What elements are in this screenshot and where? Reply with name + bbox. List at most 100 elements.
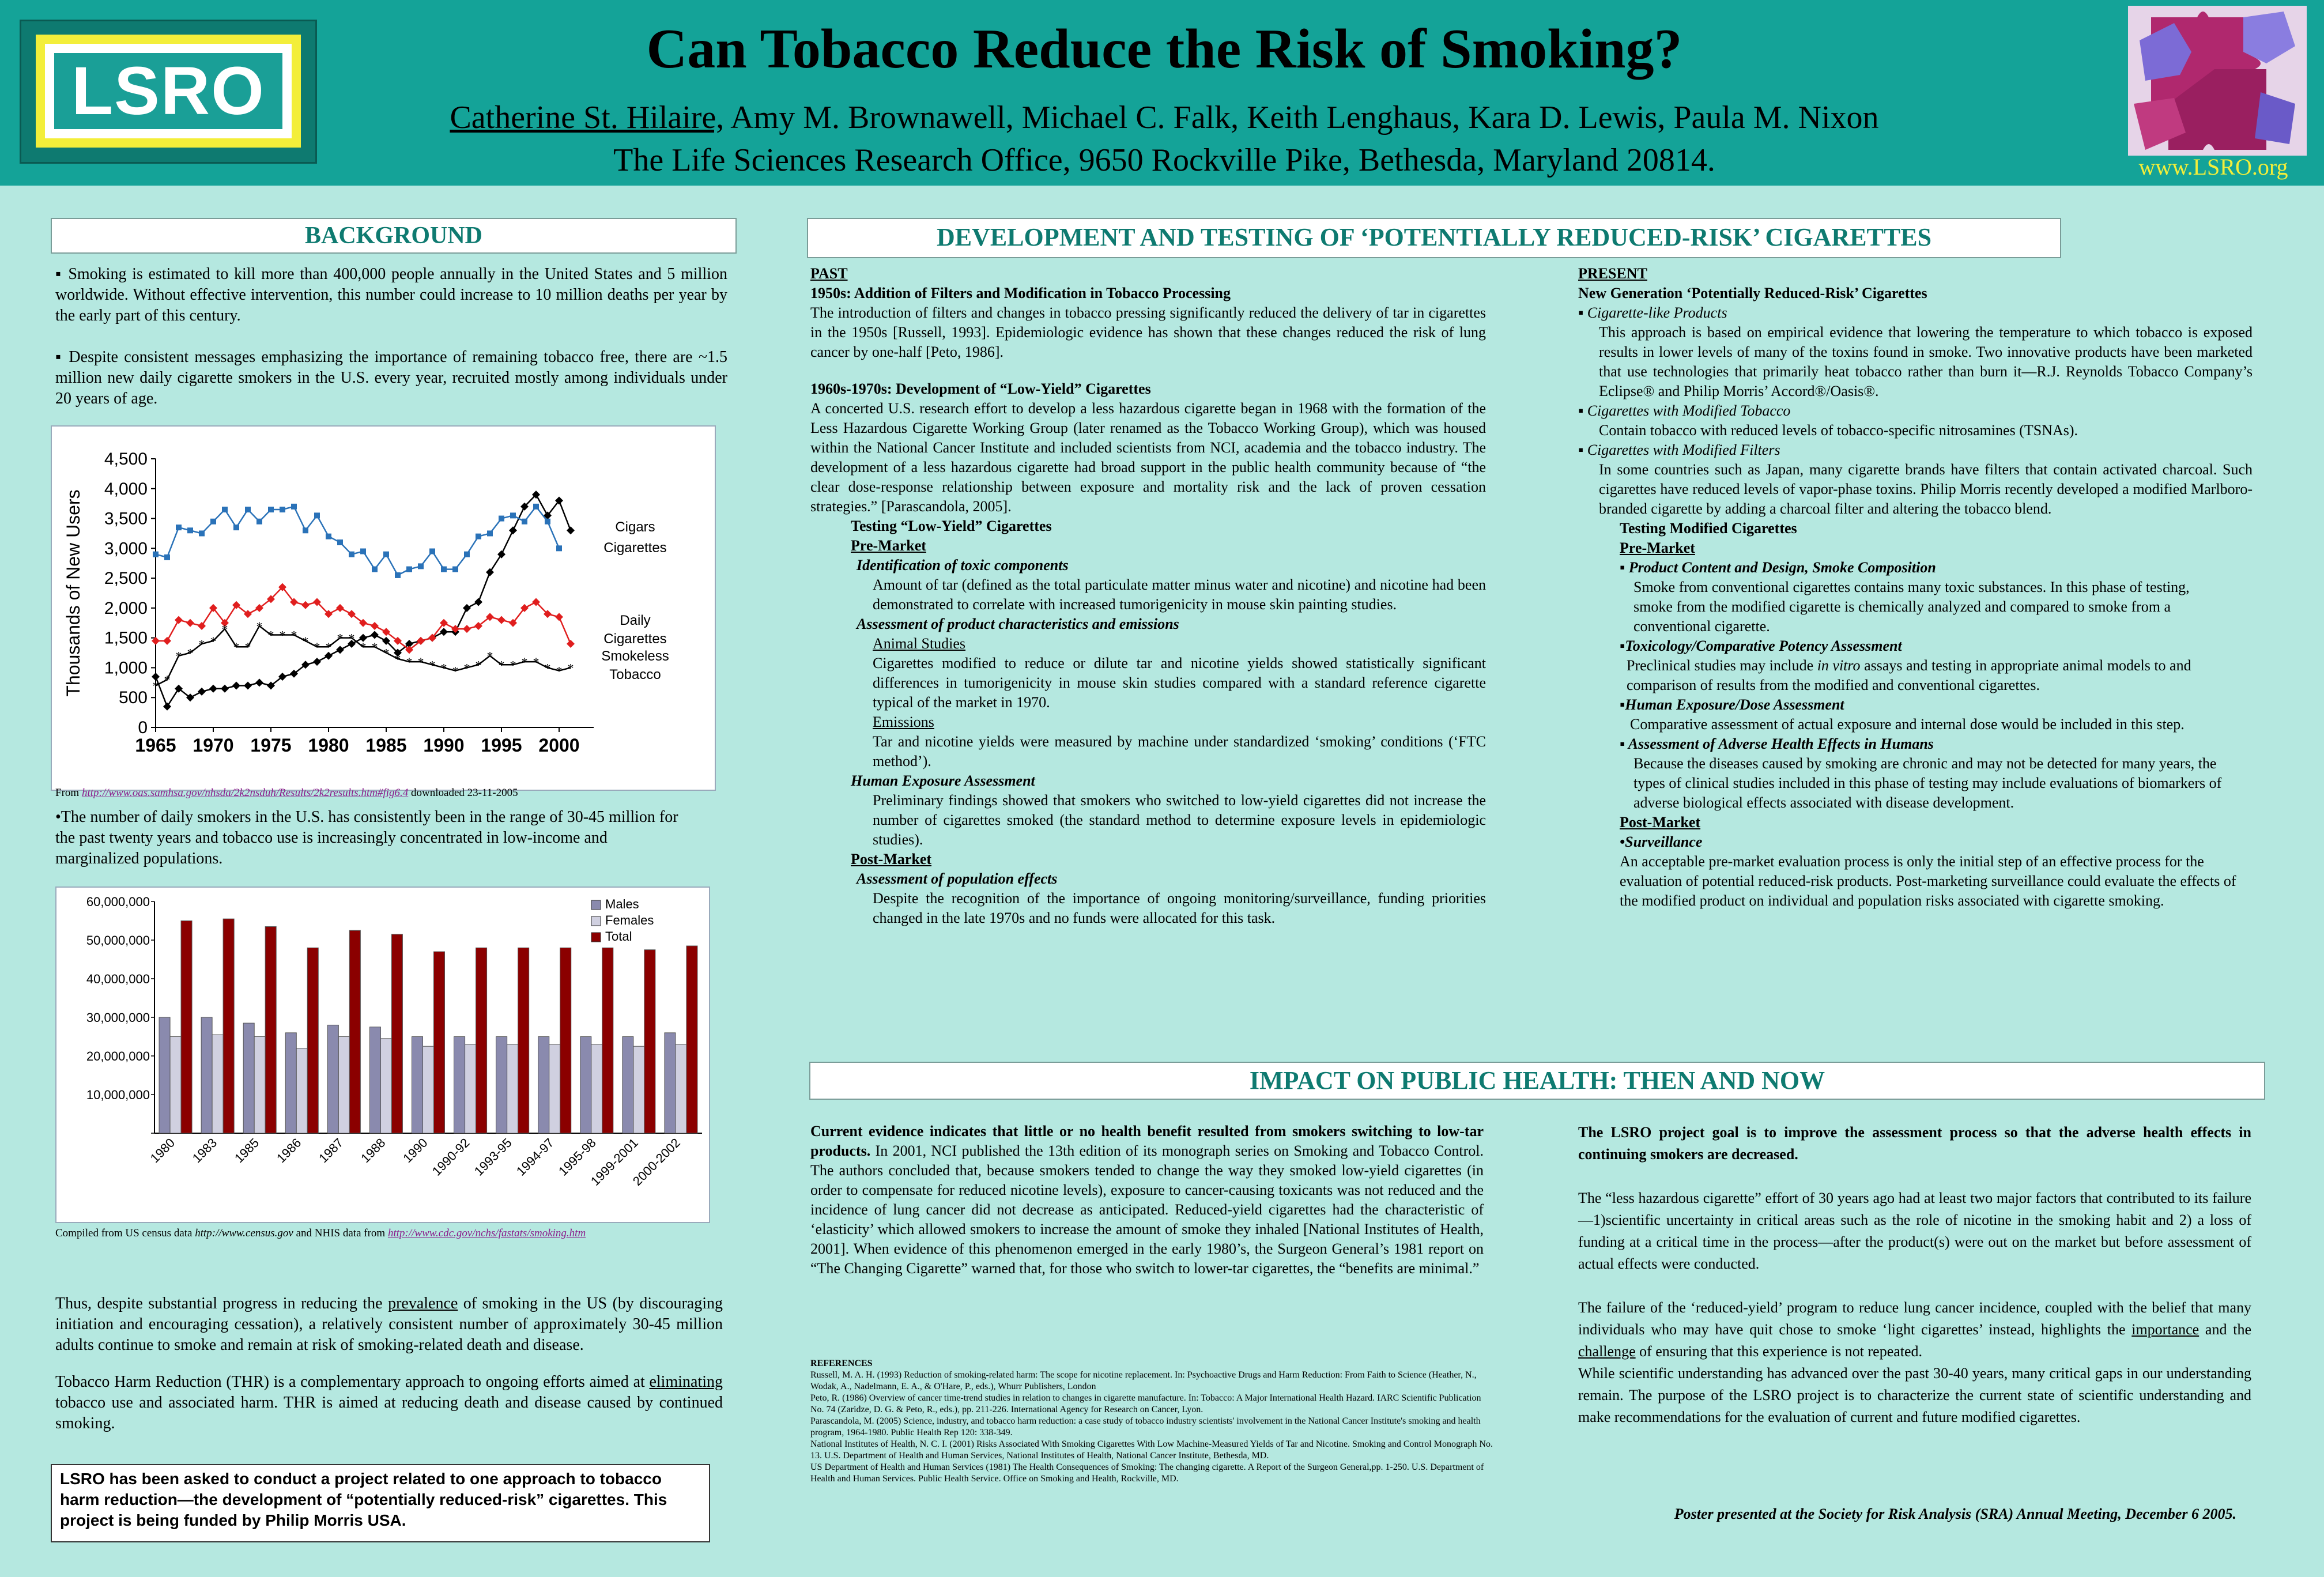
series-line — [154, 493, 572, 708]
data-point — [336, 603, 344, 612]
data-point — [221, 684, 229, 693]
data-point: * — [383, 646, 390, 661]
population-effects-heading: Assessment of population effects — [857, 870, 1058, 887]
product-content-label: Product Content and Design, Smoke Compos… — [1628, 559, 1936, 576]
emissions-label: Emissions — [873, 714, 934, 730]
data-point: * — [256, 619, 263, 633]
x-tick-label: 1994-97 — [514, 1135, 557, 1179]
bar — [369, 1027, 381, 1134]
data-point — [303, 527, 308, 534]
bar — [602, 947, 614, 1134]
data-point — [336, 646, 344, 654]
data-point: * — [164, 673, 171, 687]
legend-label: Smokeless — [601, 648, 669, 664]
bar — [496, 1036, 508, 1134]
data-point — [153, 551, 159, 557]
post-market-label-2: Post-Market — [1620, 814, 1701, 831]
source-link-samhsa[interactable]: http://www.oas.samhsa.gov/nhsda/2k2nsduh… — [81, 787, 409, 799]
source-link-census[interactable]: http://www.census.gov — [195, 1227, 293, 1239]
toxicology-para: Preclinical studies may include in vitro… — [1578, 656, 2253, 695]
bar — [254, 1036, 266, 1134]
data-point: * — [533, 655, 540, 669]
p5-part-b: tobacco use and associated harm. THR is … — [55, 1394, 723, 1432]
data-point: * — [522, 655, 528, 669]
x-tick-label: 1970 — [193, 735, 233, 756]
data-point — [267, 595, 275, 603]
data-point — [405, 646, 413, 654]
series-line — [155, 625, 571, 686]
data-point: * — [556, 664, 563, 678]
bar — [307, 947, 319, 1134]
legend-label: Tobacco — [609, 667, 661, 682]
heading-1960s: 1960s-1970s: Development of “Low-Yield” … — [810, 380, 1151, 397]
reference-item: Russell, M. A. H. (1993) Reduction of sm… — [810, 1370, 1477, 1391]
surveillance-heading: •Surveillance — [1620, 833, 1703, 850]
data-point — [163, 636, 171, 645]
background-p3: •The number of daily smokers in the U.S.… — [55, 808, 678, 867]
bar — [644, 949, 656, 1134]
logo-text: LSRO — [54, 53, 282, 129]
source-prefix: From — [55, 787, 82, 799]
data-point — [301, 601, 310, 609]
modified-filters-label: Cigarettes with Modified Filters — [1587, 442, 1780, 458]
data-point — [360, 548, 366, 554]
data-point — [349, 551, 354, 557]
data-point — [255, 603, 263, 612]
p2-middle: and the — [2199, 1321, 2251, 1338]
data-point — [545, 518, 550, 525]
development-past: PAST 1950s: Addition of Filters and Modi… — [810, 264, 1486, 928]
data-point — [441, 566, 447, 572]
bar — [454, 1036, 466, 1134]
data-point — [544, 610, 552, 618]
bar — [465, 1044, 477, 1134]
y-tick-label: 50,000,000 — [86, 933, 150, 948]
x-tick-label: 1990-92 — [429, 1135, 473, 1179]
data-point — [198, 621, 206, 630]
x-tick-label: 2000 — [538, 735, 579, 756]
bar-chart: 10,000,000 20,000,000 30,000,000 40,000,000… — [55, 886, 710, 1223]
data-point: * — [568, 661, 574, 675]
x-tick-label: 1975 — [250, 735, 291, 756]
data-point — [474, 598, 482, 606]
data-point — [290, 669, 298, 678]
data-point — [532, 491, 540, 499]
data-point — [532, 598, 540, 606]
data-point — [394, 636, 402, 645]
y-tick-label: 1,000 — [104, 658, 148, 677]
toxicology-heading: ▪Toxicology/Comparative Potency Assessme… — [1620, 637, 1902, 654]
bar — [159, 1017, 171, 1134]
bar — [349, 930, 361, 1134]
legend-label: Daily — [620, 613, 650, 628]
data-point: * — [406, 655, 413, 669]
data-point — [544, 511, 552, 520]
data-point — [383, 551, 389, 557]
references: REFERENCES Russell, M. A. H. (1993) Redu… — [810, 1358, 1496, 1485]
website-link[interactable]: www.LSRO.org — [2138, 154, 2288, 180]
testing-low-yield: Testing “Low-Yield” Cigarettes — [851, 518, 1052, 534]
data-point — [486, 613, 494, 621]
pre-market-label-2: Pre-Market — [1620, 540, 1695, 556]
project-goal: The LSRO project goal is to improve the … — [1578, 1124, 2251, 1163]
data-point: * — [476, 658, 482, 672]
affiliation: The Life Sciences Research Office, 9650 … — [613, 142, 1715, 178]
bar — [686, 945, 698, 1134]
data-point — [210, 518, 216, 525]
source-link-cdc[interactable]: http://www.cdc.gov/nchs/fastats/smoking.… — [387, 1227, 586, 1239]
data-point — [209, 684, 217, 693]
data-point — [497, 616, 505, 624]
data-point — [463, 603, 471, 612]
identification-para: Amount of tar (defined as the total part… — [873, 576, 1486, 613]
adverse-effects-para: Because the diseases caused by smoking a… — [1633, 755, 2222, 811]
data-point — [567, 526, 575, 535]
animal-studies-label: Animal Studies — [873, 635, 966, 652]
data-point — [486, 568, 494, 576]
bar — [212, 1034, 224, 1134]
data-point — [187, 527, 193, 534]
cigarette-like-para: This approach is based on empirical evid… — [1599, 324, 2253, 399]
p4-underline: prevalence — [388, 1295, 458, 1312]
reference-item: Peto, R. (1986) Overview of cancer time-… — [810, 1393, 1481, 1414]
modified-filters-para: In some countries such as Japan, many ci… — [1599, 461, 2253, 517]
poster-title: Can Tobacco Reduce the Risk of Smoking? — [646, 18, 1682, 80]
bar — [622, 1036, 634, 1134]
data-point: * — [418, 655, 424, 669]
